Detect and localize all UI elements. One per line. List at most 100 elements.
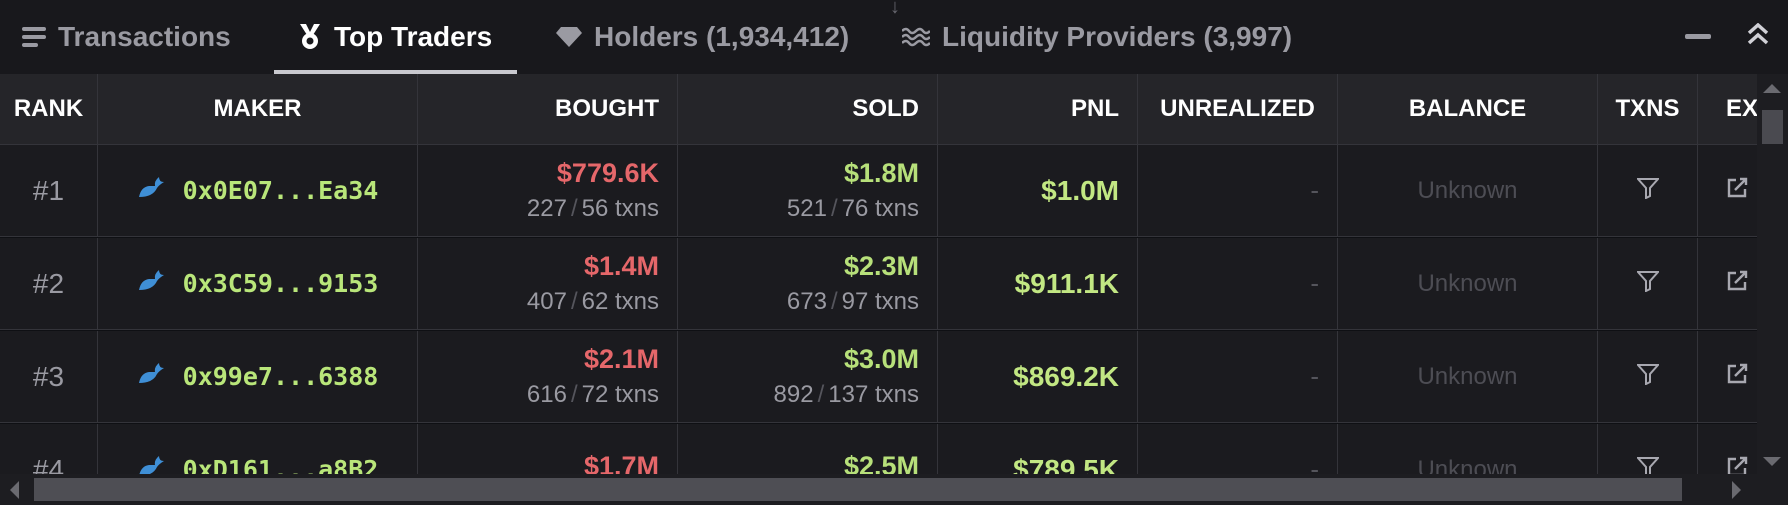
scroll-up-arrow-icon[interactable] — [1763, 84, 1781, 93]
sold-amount: $2.3M — [843, 251, 919, 281]
col-rank[interactable]: RANK — [0, 74, 98, 144]
explorer-cell — [1698, 424, 1757, 474]
unrealized-value: - — [1310, 361, 1319, 391]
col-label: UNREALIZED — [1160, 95, 1315, 122]
unrealized-value: - — [1310, 175, 1319, 205]
pnl-value: $911.1K — [1014, 267, 1119, 299]
sold-amount: $1.8M — [843, 158, 919, 188]
horizontal-scrollbar[interactable] — [0, 474, 1788, 505]
tab-transactions[interactable]: Transactions — [22, 0, 231, 74]
sold-txns: 137 txns — [828, 381, 919, 408]
traders-table: RANK MAKER BOUGHT SOLD PNL UNREALIZED BA… — [0, 74, 1757, 474]
horizontal-scroll-thumb[interactable] — [34, 478, 1682, 501]
col-pnl[interactable]: PNL — [938, 74, 1138, 144]
table-row[interactable]: #2 0x3C59...9153 $1.4M 407/62 txns $2.3M… — [0, 238, 1757, 330]
col-label: SOLD — [852, 95, 919, 122]
collapse-button[interactable] — [1740, 18, 1776, 54]
bought-cell: $2.1M 616/72 txns — [418, 331, 678, 422]
tab-top-traders[interactable]: Top Traders — [298, 0, 492, 74]
col-label: BALANCE — [1408, 95, 1527, 122]
col-sold[interactable]: SOLD — [678, 74, 938, 144]
txns-cell — [1598, 145, 1698, 236]
pnl-cell: $869.2K — [938, 331, 1138, 422]
col-label: RANK — [13, 95, 84, 122]
scroll-right-arrow-icon[interactable] — [1732, 481, 1741, 499]
sold-amount: $3.0M — [843, 344, 919, 374]
col-balance[interactable]: BALANCE — [1338, 74, 1598, 144]
bought-cell: $779.6K 227/56 txns — [418, 145, 678, 236]
bought-amount: $779.6K — [556, 158, 659, 188]
bought-tokens: 407 — [526, 288, 567, 315]
whale-icon — [137, 363, 165, 390]
rank-value: #1 — [32, 174, 65, 206]
col-explorer[interactable]: EX — [1698, 74, 1757, 144]
tab-label: Transactions — [58, 21, 231, 52]
drag-handle-icon[interactable]: ↓ — [890, 0, 900, 18]
bought-txns: 62 txns — [581, 288, 659, 315]
col-label: PNL — [1071, 95, 1119, 122]
waves-icon — [902, 27, 930, 47]
tab-label: Liquidity Providers (3,997) — [942, 21, 1293, 52]
pnl-cell: $911.1K — [938, 238, 1138, 329]
col-unrealized[interactable]: UNREALIZED — [1138, 74, 1338, 144]
col-maker[interactable]: MAKER — [98, 74, 418, 144]
external-link-icon[interactable] — [1726, 363, 1748, 390]
pnl-cell: $1.0M — [938, 145, 1138, 236]
maker-cell: 0x0E07...Ea34 — [98, 145, 418, 236]
sold-txns: 97 txns — [841, 288, 919, 315]
table-row[interactable]: #3 0x99e7...6388 $2.1M 616/72 txns $3.0M… — [0, 331, 1757, 423]
sold-cell: $2.3M 673/97 txns — [678, 238, 938, 329]
maker-address-link[interactable]: 0xD161...a8B2 — [182, 455, 379, 474]
bought-amount: $1.7M — [583, 451, 659, 474]
bought-cell: $1.4M 407/62 txns — [418, 238, 678, 329]
table-row[interactable]: #4 0xD161...a8B2 $1.7M $2.5M $789.5K - U… — [0, 424, 1757, 474]
col-label: TXNS — [1615, 95, 1680, 122]
unrealized-cell: - — [1138, 424, 1338, 474]
pnl-cell: $789.5K — [938, 424, 1138, 474]
sold-tokens: 521 — [786, 195, 827, 222]
scroll-left-arrow-icon[interactable] — [10, 481, 19, 499]
external-link-icon[interactable] — [1726, 177, 1748, 204]
txns-cell — [1598, 424, 1698, 474]
unrealized-cell: - — [1138, 238, 1338, 329]
minimize-icon — [1685, 27, 1711, 45]
maker-cell: 0xD161...a8B2 — [98, 424, 418, 474]
vertical-scrollbar[interactable] — [1757, 74, 1788, 474]
maker-address-link[interactable]: 0x99e7...6388 — [182, 362, 379, 391]
pnl-value: $1.0M — [1041, 174, 1119, 206]
col-bought[interactable]: BOUGHT — [418, 74, 678, 144]
external-link-icon[interactable] — [1726, 270, 1748, 297]
whale-icon — [137, 456, 165, 474]
maker-address-link[interactable]: 0x0E07...Ea34 — [182, 176, 379, 205]
filter-icon[interactable] — [1635, 177, 1660, 204]
balance-cell: Unknown — [1338, 424, 1598, 474]
balance-cell: Unknown — [1338, 145, 1598, 236]
col-txns[interactable]: TXNS — [1598, 74, 1698, 144]
vertical-scroll-thumb[interactable] — [1762, 110, 1783, 144]
whale-icon — [137, 177, 165, 204]
balance-value: Unknown — [1417, 269, 1518, 297]
medal-icon — [298, 24, 322, 50]
rank-cell: #3 — [0, 331, 98, 422]
rank-cell: #1 — [0, 145, 98, 236]
sold-cell: $1.8M 521/76 txns — [678, 145, 938, 236]
tab-holders[interactable]: Holders (1,934,412) — [556, 0, 849, 74]
scroll-down-arrow-icon[interactable] — [1763, 457, 1781, 466]
explorer-cell — [1698, 238, 1757, 329]
sold-txns: 76 txns — [841, 195, 919, 222]
tab-bar: Transactions Top Traders Holders (1,934,… — [0, 0, 1788, 74]
sold-tokens: 673 — [786, 288, 827, 315]
table-row[interactable]: #1 0x0E07...Ea34 $779.6K 227/56 txns $1.… — [0, 145, 1757, 237]
filter-icon[interactable] — [1635, 456, 1660, 474]
tab-label: Holders (1,934,412) — [594, 21, 850, 52]
minimize-button[interactable] — [1680, 18, 1716, 54]
rank-cell: #4 — [0, 424, 98, 474]
tab-liquidity-providers[interactable]: Liquidity Providers (3,997) — [902, 0, 1292, 74]
bought-amount: $1.4M — [583, 251, 659, 281]
maker-address-link[interactable]: 0x3C59...9153 — [182, 269, 379, 298]
external-link-icon[interactable] — [1726, 456, 1748, 474]
bought-txns: 72 txns — [581, 381, 659, 408]
balance-cell: Unknown — [1338, 331, 1598, 422]
filter-icon[interactable] — [1635, 363, 1660, 390]
filter-icon[interactable] — [1635, 270, 1660, 297]
